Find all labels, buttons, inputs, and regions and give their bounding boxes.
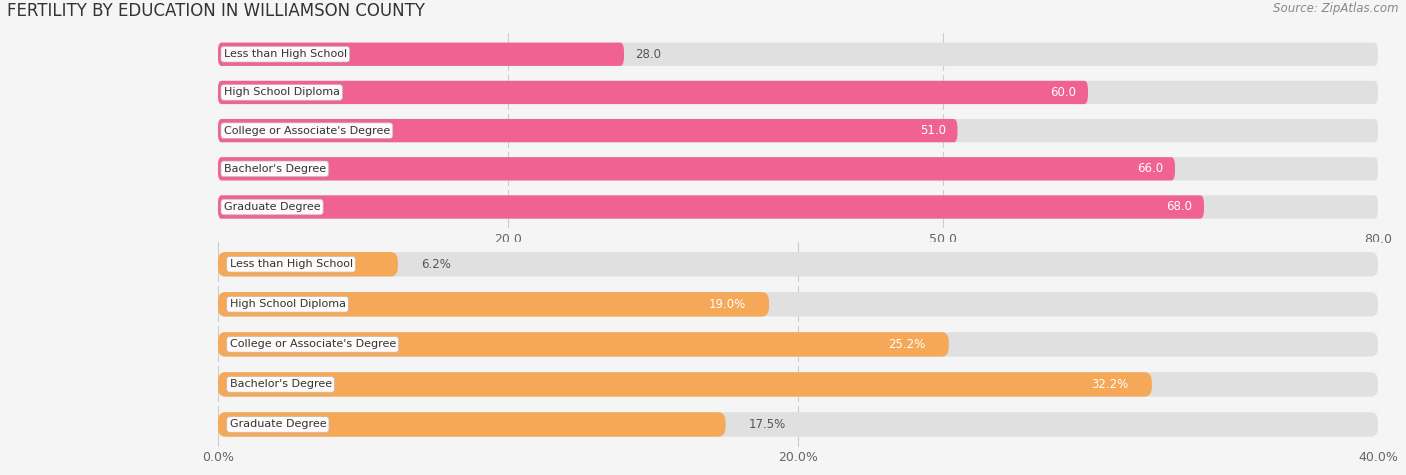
Text: High School Diploma: High School Diploma [229,299,346,309]
Text: Less than High School: Less than High School [224,49,347,59]
FancyBboxPatch shape [218,119,1378,142]
FancyBboxPatch shape [218,157,1378,180]
Text: 68.0: 68.0 [1167,200,1192,213]
FancyBboxPatch shape [218,332,1378,357]
Text: 28.0: 28.0 [636,48,661,61]
Text: Graduate Degree: Graduate Degree [224,202,321,212]
FancyBboxPatch shape [218,43,1378,66]
Text: 25.2%: 25.2% [889,338,925,351]
Text: College or Associate's Degree: College or Associate's Degree [229,339,395,350]
Text: 51.0: 51.0 [920,124,946,137]
FancyBboxPatch shape [218,119,957,142]
FancyBboxPatch shape [218,372,1378,397]
FancyBboxPatch shape [218,43,624,66]
Text: 60.0: 60.0 [1050,86,1077,99]
FancyBboxPatch shape [218,81,1088,104]
Text: College or Associate's Degree: College or Associate's Degree [224,125,389,136]
Text: High School Diploma: High School Diploma [224,87,340,97]
FancyBboxPatch shape [218,292,1378,316]
FancyBboxPatch shape [218,412,1378,437]
FancyBboxPatch shape [218,252,1378,276]
Text: 66.0: 66.0 [1137,162,1163,175]
Text: Bachelor's Degree: Bachelor's Degree [224,164,326,174]
FancyBboxPatch shape [218,195,1204,218]
FancyBboxPatch shape [218,292,769,316]
FancyBboxPatch shape [218,332,949,357]
Text: FERTILITY BY EDUCATION IN WILLIAMSON COUNTY: FERTILITY BY EDUCATION IN WILLIAMSON COU… [7,2,425,20]
Text: 32.2%: 32.2% [1091,378,1129,391]
FancyBboxPatch shape [218,195,1378,218]
FancyBboxPatch shape [218,372,1152,397]
FancyBboxPatch shape [218,252,398,276]
Text: 17.5%: 17.5% [748,418,786,431]
Text: 6.2%: 6.2% [420,258,451,271]
FancyBboxPatch shape [218,157,1175,180]
FancyBboxPatch shape [218,81,1378,104]
Text: 19.0%: 19.0% [709,298,745,311]
Text: Graduate Degree: Graduate Degree [229,419,326,429]
FancyBboxPatch shape [218,412,725,437]
Text: Source: ZipAtlas.com: Source: ZipAtlas.com [1274,2,1399,15]
Text: Less than High School: Less than High School [229,259,353,269]
Text: Bachelor's Degree: Bachelor's Degree [229,380,332,390]
